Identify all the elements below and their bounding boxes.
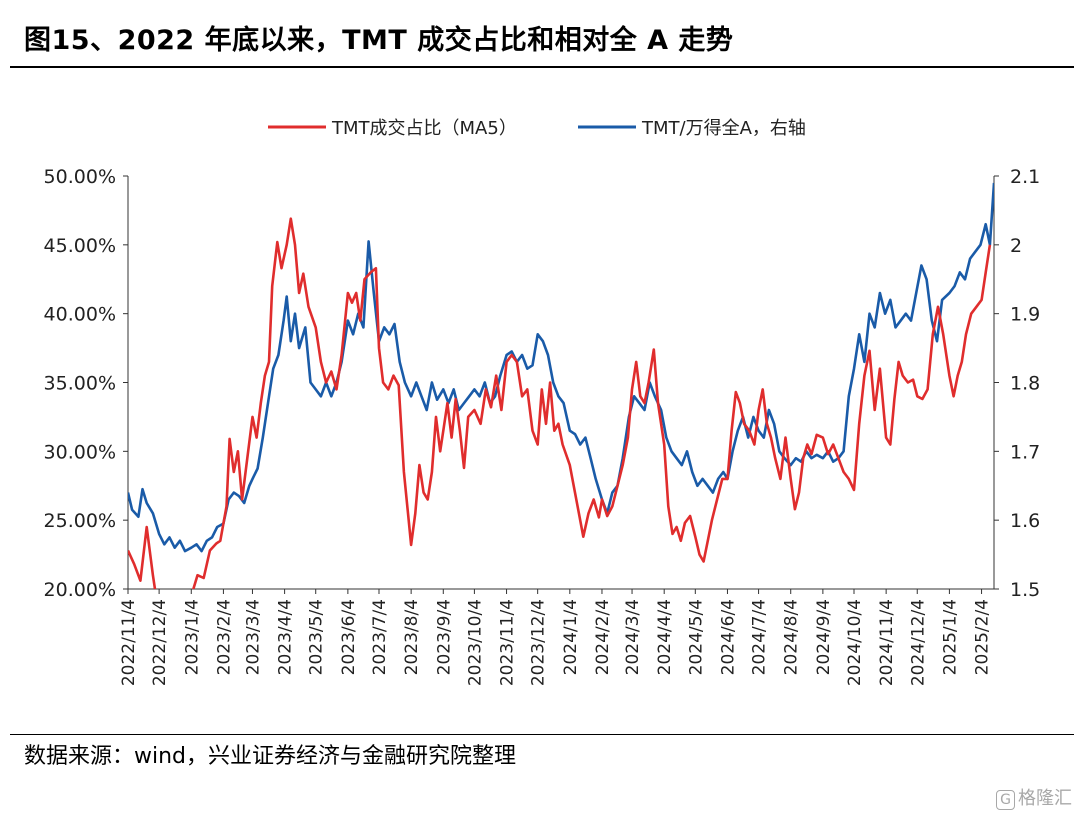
y-left-tick-label: 20.00% (44, 579, 116, 601)
x-tick-label: 2023/2/4 (214, 599, 234, 675)
watermark: G 格隆汇 (996, 784, 1072, 810)
x-tick-label: 2024/9/4 (814, 599, 834, 675)
x-tick-label: 2024/11/4 (877, 599, 897, 686)
legend-label: TMT成交占比（MA5） (331, 118, 517, 139)
x-tick-label: 2022/12/4 (150, 599, 170, 686)
x-tick-label: 2022/11/4 (119, 599, 139, 686)
x-tick-label: 2024/4/4 (655, 599, 675, 675)
y-right-tick-label: 1.9 (1010, 304, 1040, 326)
x-tick-label: 2023/10/4 (465, 599, 485, 686)
y-left-tick-label: 40.00% (44, 304, 116, 326)
x-tick-label: 2023/7/4 (370, 599, 390, 675)
y-right-tick-label: 1.5 (1010, 579, 1040, 601)
x-axis-ticks: 2022/11/4 2022/12/4 2023/1/4 2023/2/4 2023/3… (119, 589, 993, 686)
x-tick-label: 2024/12/4 (908, 599, 928, 686)
chart-legend: TMT成交占比（MA5） TMT/万得全A，右轴 (268, 118, 806, 139)
source-divider (10, 734, 1074, 735)
x-tick-label: 2023/8/4 (402, 599, 422, 675)
series-line-relative (128, 182, 994, 553)
x-tick-label: 2024/3/4 (623, 599, 643, 675)
legend-label: TMT/万得全A，右轴 (641, 118, 806, 139)
y-left-tick-label: 50.00% (44, 166, 116, 188)
chart-title: 图15、2022 年底以来，TMT 成交占比和相对全 A 走势 (24, 25, 734, 56)
x-tick-label: 2024/5/4 (686, 599, 706, 675)
x-tick-label: 2023/1/4 (182, 599, 202, 675)
series-line-share (128, 217, 992, 589)
y-right-tick-label: 1.7 (1010, 441, 1040, 463)
y-left-tick-label: 35.00% (44, 373, 116, 395)
x-tick-label: 2024/2/4 (593, 599, 613, 675)
x-tick-label: 2023/11/4 (498, 599, 518, 686)
x-tick-label: 2023/6/4 (339, 599, 359, 675)
x-tick-label: 2024/7/4 (750, 599, 770, 675)
title-divider (10, 66, 1074, 68)
x-tick-label: 2023/12/4 (529, 599, 549, 686)
x-tick-label: 2023/3/4 (243, 599, 263, 675)
x-tick-label: 2024/10/4 (845, 599, 865, 686)
gelonghui-logo-icon: G (996, 790, 1015, 810)
x-tick-label: 2024/8/4 (782, 599, 802, 675)
line-chart: TMT成交占比（MA5） TMT/万得全A，右轴 20.00% 25.00% 30.0… (44, 118, 1041, 686)
y-right-tick-label: 2.1 (1010, 166, 1040, 188)
x-tick-label: 2024/1/4 (561, 599, 581, 675)
source-note: 数据来源：wind，兴业证券经济与金融研究院整理 (24, 744, 517, 769)
chart-axes: 20.00% 25.00% 30.00% 35.00% 40.00% 45.00% 50.0… (44, 166, 1041, 601)
x-tick-label: 2023/4/4 (276, 599, 296, 675)
x-tick-label: 2025/2/4 (973, 599, 993, 675)
y-left-tick-label: 25.00% (44, 510, 116, 532)
y-left-tick-label: 30.00% (44, 441, 116, 463)
x-tick-label: 2025/1/4 (940, 599, 960, 675)
series-layer (128, 182, 994, 589)
watermark-text: 格隆汇 (1018, 788, 1072, 809)
y-left-tick-label: 45.00% (44, 235, 116, 257)
x-tick-label: 2023/9/4 (434, 599, 454, 675)
y-right-tick-label: 2 (1010, 235, 1022, 257)
y-right-tick-label: 1.8 (1010, 373, 1040, 395)
x-tick-label: 2023/5/4 (307, 599, 327, 675)
x-tick-label: 2024/6/4 (718, 599, 738, 675)
y-right-tick-label: 1.6 (1010, 510, 1040, 532)
